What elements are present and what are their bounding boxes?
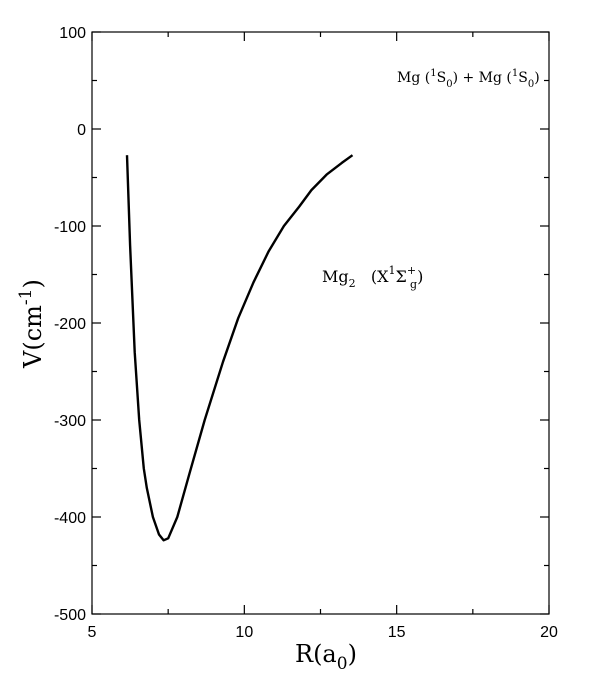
axis-ticks	[91, 31, 550, 615]
potential-curve	[125, 154, 354, 542]
y-tick-label: 100	[59, 25, 86, 42]
x-tick-label: 20	[540, 624, 558, 641]
asymptote-annotation: Mg (1S0) + Mg (1S0)	[397, 68, 540, 90]
state-annotation: Mg2 (X1Σ+ g)	[322, 264, 423, 291]
y-tick-label: -400	[54, 510, 86, 527]
y-tick-label: -300	[54, 413, 86, 430]
y-tick-label: 0	[77, 122, 86, 139]
x-axis-title: R(a0)	[295, 640, 357, 674]
plot-frame	[91, 31, 550, 615]
y-tick-label: -100	[54, 219, 86, 236]
y-tick-label: -200	[54, 316, 86, 333]
x-tick-label: 10	[235, 624, 253, 641]
x-tick-label: 5	[88, 624, 97, 641]
y-axis-title: V(cm-1)	[16, 279, 47, 369]
x-tick-label: 15	[388, 624, 406, 641]
y-tick-label: -500	[54, 607, 86, 624]
tick-labels: 5 10 15 20 100 0 -100 -200 -300 -400 -500	[54, 25, 558, 641]
